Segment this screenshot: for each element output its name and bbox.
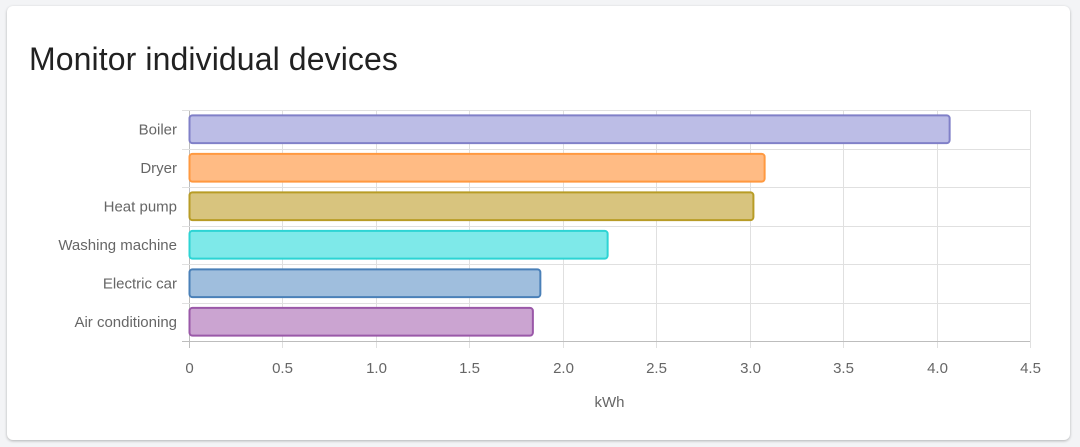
x-tick-label: 1.5 <box>459 360 480 377</box>
bar <box>188 229 609 260</box>
bar <box>188 152 766 183</box>
card-title: Monitor individual devices <box>29 41 399 77</box>
x-tick-label: 0 <box>185 360 193 377</box>
bar <box>188 268 542 299</box>
x-tick-label: 4.5 <box>1020 360 1041 377</box>
bar <box>188 114 951 145</box>
chart-card: Monitor individual devices 0 0.5 1.0 1.5 2.0… <box>7 6 1070 440</box>
y-category-label: Heat pump <box>104 198 177 215</box>
x-tick-label: 1.0 <box>366 360 387 377</box>
x-tick-label: 0.5 <box>272 360 293 377</box>
y-category-label: Boiler <box>139 121 177 138</box>
x-tick-label: 4.0 <box>927 360 948 377</box>
bar <box>188 306 534 337</box>
bar-chart: 0 0.5 1.0 1.5 2.0 2.5 3.0 3.5 4.0 4.5 Boiler Dryer H… <box>58 110 1041 411</box>
x-tick-label: 3.0 <box>740 360 761 377</box>
y-category-label: Air conditioning <box>74 314 177 331</box>
y-category-label: Electric car <box>103 275 177 292</box>
y-category-label: Washing machine <box>58 237 177 254</box>
y-category-label: Dryer <box>140 160 177 177</box>
bar <box>188 191 755 222</box>
x-axis-label: kWh <box>595 394 625 411</box>
x-tick-label: 2.0 <box>553 360 574 377</box>
x-tick-label: 3.5 <box>833 360 854 377</box>
x-tick-label: 2.5 <box>646 360 667 377</box>
